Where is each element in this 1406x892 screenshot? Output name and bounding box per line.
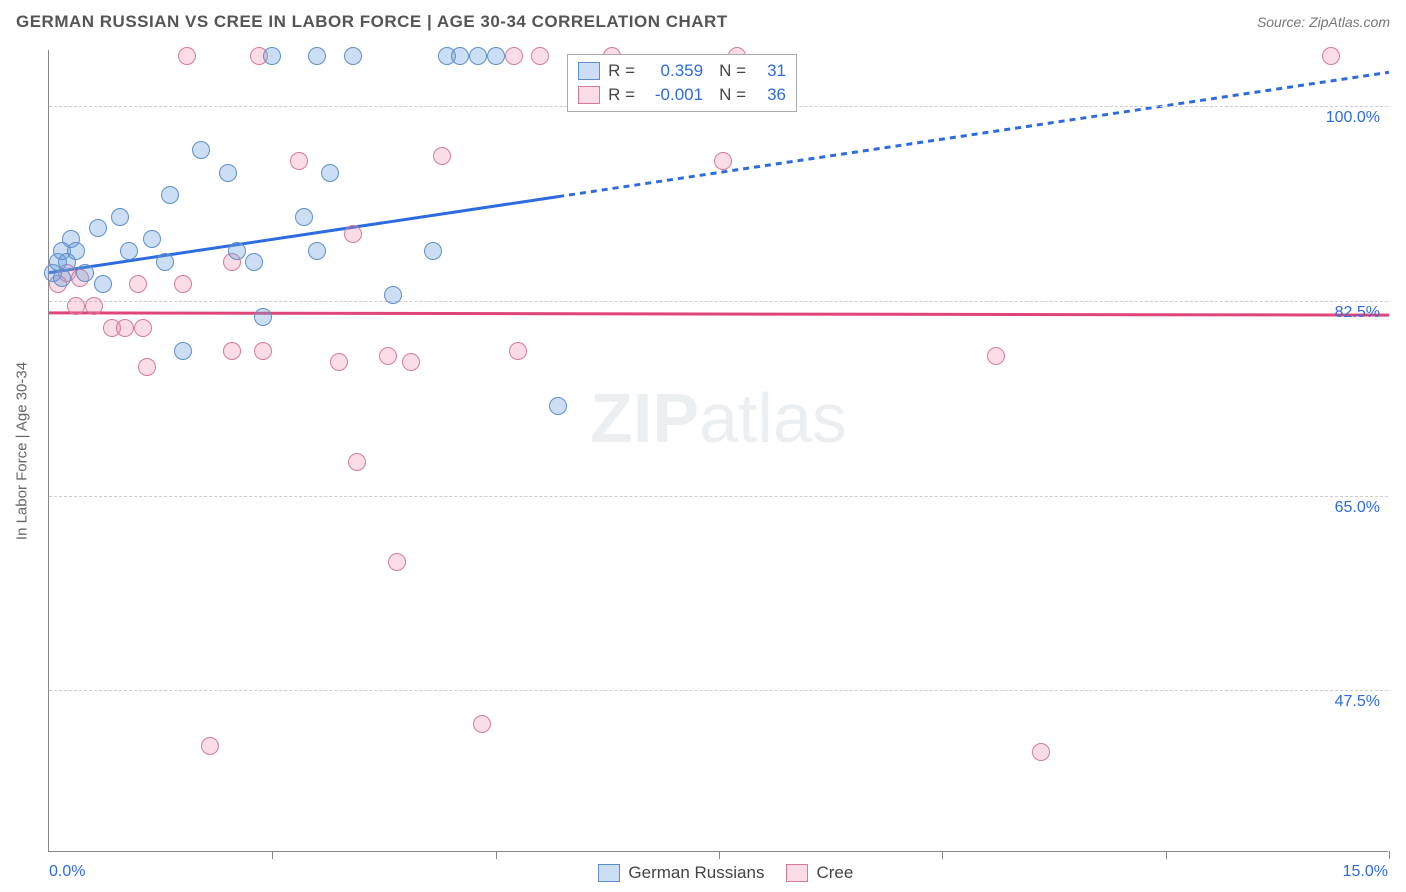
r-label: R =: [608, 61, 635, 81]
data-point: [67, 242, 85, 260]
gridline: [49, 496, 1388, 497]
y-tick-label: 100.0%: [1326, 109, 1380, 127]
plot-region: ZIPatlas 100.0%82.5%65.0%47.5%0.0%15.0%R…: [48, 50, 1388, 852]
data-point: [223, 342, 241, 360]
data-point: [384, 286, 402, 304]
legend-label: German Russians: [628, 863, 764, 883]
trend-line: [49, 313, 1389, 315]
data-point: [138, 358, 156, 376]
legend-swatch: [578, 62, 600, 80]
data-point: [379, 347, 397, 365]
data-point: [321, 164, 339, 182]
y-axis-label: In Labor Force | Age 30-34: [14, 362, 31, 540]
data-point: [509, 342, 527, 360]
r-label: R =: [608, 85, 635, 105]
trend-lines-svg: [49, 50, 1388, 851]
data-point: [308, 242, 326, 260]
data-point: [161, 186, 179, 204]
legend-swatch: [598, 864, 620, 882]
data-point: [94, 275, 112, 293]
data-point: [156, 253, 174, 271]
data-point: [143, 230, 161, 248]
data-point: [1322, 47, 1340, 65]
data-point: [330, 353, 348, 371]
data-point: [174, 275, 192, 293]
data-point: [714, 152, 732, 170]
data-point: [201, 737, 219, 755]
legend-stats: R = 0.359 N = 31 R = -0.001 N = 36: [567, 54, 797, 112]
data-point: [987, 347, 1005, 365]
legend-swatch: [786, 864, 808, 882]
data-point: [85, 297, 103, 315]
data-point: [505, 47, 523, 65]
data-point: [402, 353, 420, 371]
legend-item: German Russians: [598, 863, 764, 883]
data-point: [53, 269, 71, 287]
r-value: -0.001: [643, 85, 703, 105]
data-point: [451, 47, 469, 65]
data-point: [120, 242, 138, 260]
data-point: [295, 208, 313, 226]
data-point: [89, 219, 107, 237]
data-point: [344, 47, 362, 65]
watermark: ZIPatlas: [590, 378, 847, 458]
x-end-label: 15.0%: [1343, 863, 1388, 881]
legend-item: Cree: [786, 863, 853, 883]
chart-title: GERMAN RUSSIAN VS CREE IN LABOR FORCE | …: [16, 12, 728, 32]
data-point: [67, 297, 85, 315]
x-tick-mark: [942, 851, 943, 859]
data-point: [263, 47, 281, 65]
n-label: N =: [719, 85, 746, 105]
data-point: [388, 553, 406, 571]
data-point: [174, 342, 192, 360]
legend-stats-row: R = 0.359 N = 31: [578, 59, 786, 83]
gridline: [49, 690, 1388, 691]
data-point: [348, 453, 366, 471]
x-tick-mark: [1166, 851, 1167, 859]
source-attribution: Source: ZipAtlas.com: [1257, 14, 1390, 30]
data-point: [129, 275, 147, 293]
data-point: [111, 208, 129, 226]
y-tick-label: 47.5%: [1335, 693, 1380, 711]
x-tick-mark: [719, 851, 720, 859]
n-label: N =: [719, 61, 746, 81]
legend-stats-row: R = -0.001 N = 36: [578, 83, 786, 107]
x-tick-mark: [1389, 851, 1390, 859]
data-point: [254, 308, 272, 326]
data-point: [76, 264, 94, 282]
data-point: [290, 152, 308, 170]
data-point: [433, 147, 451, 165]
data-point: [531, 47, 549, 65]
data-point: [228, 242, 246, 260]
n-value: 36: [754, 85, 786, 105]
r-value: 0.359: [643, 61, 703, 81]
data-point: [116, 319, 134, 337]
n-value: 31: [754, 61, 786, 81]
data-point: [308, 47, 326, 65]
data-point: [219, 164, 237, 182]
data-point: [473, 715, 491, 733]
data-point: [487, 47, 505, 65]
data-point: [178, 47, 196, 65]
legend-label: Cree: [816, 863, 853, 883]
y-tick-label: 82.5%: [1335, 304, 1380, 322]
data-point: [424, 242, 442, 260]
data-point: [1032, 743, 1050, 761]
legend-series: German Russians Cree: [598, 863, 853, 883]
x-tick-mark: [496, 851, 497, 859]
chart-header: GERMAN RUSSIAN VS CREE IN LABOR FORCE | …: [0, 0, 1406, 40]
gridline: [49, 301, 1388, 302]
legend-swatch: [578, 86, 600, 104]
data-point: [245, 253, 263, 271]
data-point: [344, 225, 362, 243]
data-point: [192, 141, 210, 159]
chart-area: In Labor Force | Age 30-34 ZIPatlas 100.…: [48, 50, 1388, 852]
y-tick-label: 65.0%: [1335, 499, 1380, 517]
x-tick-mark: [272, 851, 273, 859]
data-point: [254, 342, 272, 360]
data-point: [469, 47, 487, 65]
x-start-label: 0.0%: [49, 863, 85, 881]
data-point: [549, 397, 567, 415]
data-point: [134, 319, 152, 337]
